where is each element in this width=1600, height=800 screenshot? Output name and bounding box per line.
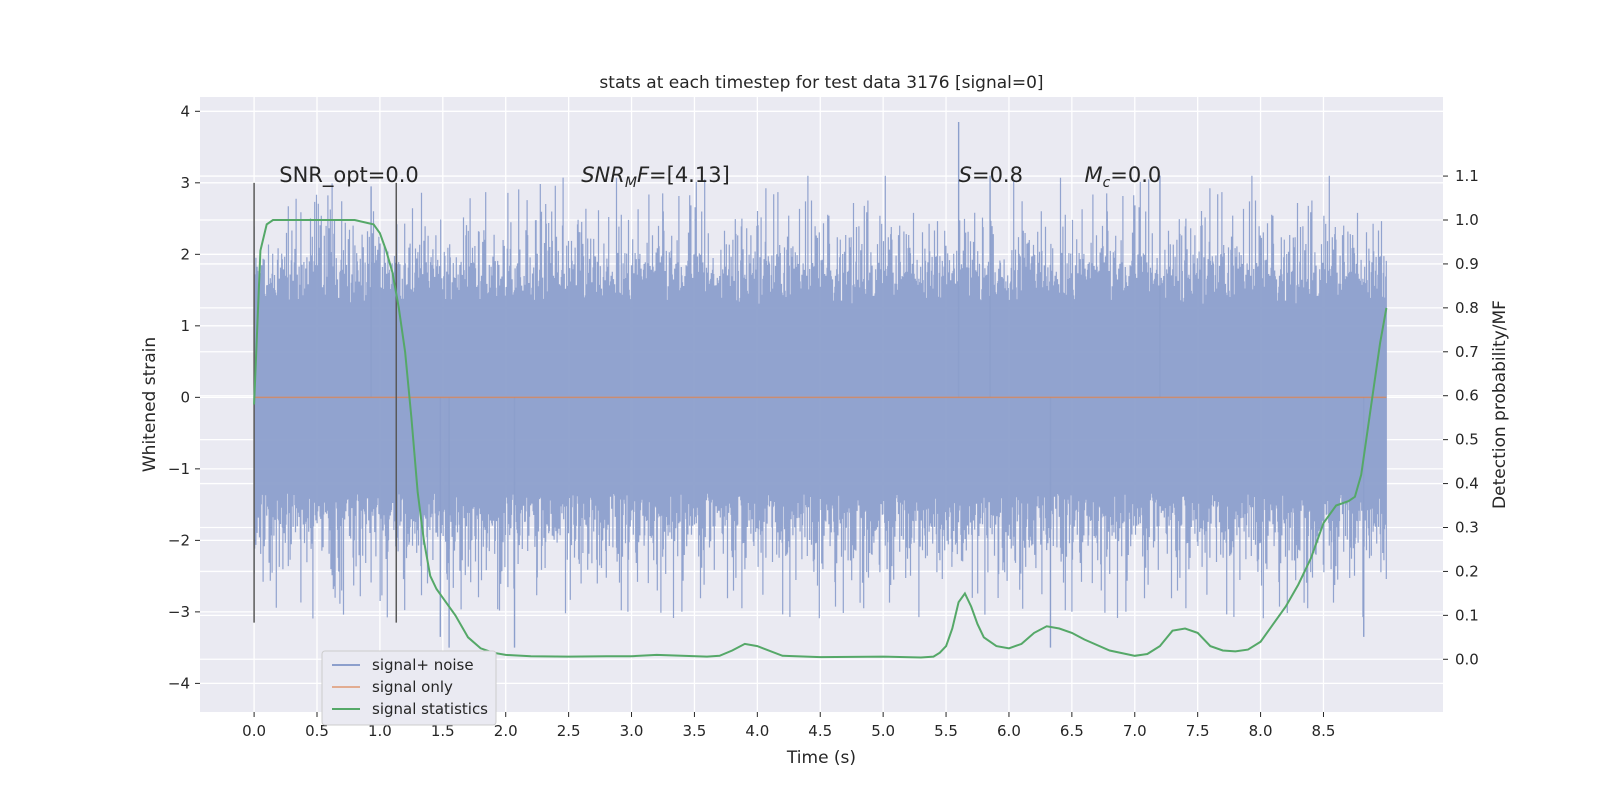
statistics-line — [253, 219, 1388, 659]
x-tick-label: 4.0 — [745, 722, 769, 740]
y2-tick-label: 0.1 — [1455, 606, 1479, 624]
x-tick-label: 5.5 — [934, 722, 958, 740]
y2-axis-ticks: 0.0 0.1 0.2 0.3 0.4 0.5 0.6 0.7 0.8 0.9 1.0 1.1 — [1443, 167, 1479, 668]
y2-tick-label: 0.0 — [1455, 650, 1479, 668]
x-tick-label: 6.0 — [997, 722, 1021, 740]
chart-title: stats at each timestep for test data 317… — [599, 73, 1043, 93]
y-tick-label: 3 — [180, 174, 190, 192]
y2-tick-label: 1.0 — [1455, 211, 1479, 229]
annotation-snr-mf: SNRMF=[4.13] — [581, 163, 730, 191]
statistics-series — [253, 219, 1388, 659]
y-axis-ticks: −4 −3 −2 −1 0 1 2 3 4 — [168, 102, 200, 692]
x-tick-label: 0.5 — [305, 722, 329, 740]
y2-tick-label: 0.7 — [1455, 343, 1479, 361]
y2-tick-label: 0.9 — [1455, 255, 1479, 273]
x-tick-label: 8.0 — [1249, 722, 1273, 740]
y2-tick-label: 0.2 — [1455, 562, 1479, 580]
x-tick-label: 6.5 — [1060, 722, 1084, 740]
x-tick-label: 0.0 — [242, 722, 266, 740]
legend-label-stats: signal statistics — [372, 700, 488, 718]
legend-box — [321, 650, 497, 726]
annotation-s: S=0.8 — [959, 163, 1023, 187]
y-axis-title: Whitened strain — [140, 337, 160, 472]
y-tick-label: −2 — [168, 531, 190, 549]
x-tick-label: 4.5 — [808, 722, 832, 740]
y2-tick-label: 0.6 — [1455, 387, 1479, 405]
y2-tick-label: 0.3 — [1455, 519, 1479, 537]
legend: signal+ noise signal only signal statist… — [321, 650, 497, 726]
y-tick-label: 0 — [180, 388, 190, 406]
x-tick-label: 3.5 — [683, 722, 707, 740]
annotation-mc: Mc=0.0 — [1084, 163, 1161, 191]
y2-axis-title: Detection probability/MF — [1490, 300, 1510, 509]
annotation-snr-opt: SNR_opt=0.0 — [279, 163, 419, 188]
x-tick-label: 2.5 — [557, 722, 581, 740]
y-tick-label: −1 — [168, 460, 190, 478]
x-tick-label: 1.5 — [431, 722, 455, 740]
y-tick-label: 2 — [180, 245, 190, 263]
x-tick-label: 7.5 — [1186, 722, 1210, 740]
y-tick-label: 1 — [180, 317, 190, 335]
legend-label-noise: signal+ noise — [372, 656, 474, 674]
y2-tick-label: 1.1 — [1455, 167, 1479, 185]
y2-tick-label: 0.8 — [1455, 299, 1479, 317]
x-tick-label: 5.0 — [871, 722, 895, 740]
x-tick-label: 3.0 — [620, 722, 644, 740]
y-tick-label: −3 — [168, 603, 190, 621]
x-tick-label: 8.5 — [1312, 722, 1336, 740]
x-tick-label: 2.0 — [494, 722, 518, 740]
x-axis-title: Time (s) — [786, 748, 856, 768]
x-tick-label: 7.0 — [1123, 722, 1147, 740]
legend-label-signal: signal only — [372, 678, 453, 696]
x-axis-ticks: 0.0 0.5 1.0 1.5 2.0 2.5 3.0 3.5 4.0 4.5 5.0 5.5 6.0 6… — [242, 712, 1335, 740]
y-tick-label: 4 — [180, 102, 190, 120]
y-tick-label: −4 — [168, 674, 190, 692]
y2-tick-label: 0.4 — [1455, 475, 1479, 493]
y2-tick-label: 0.5 — [1455, 431, 1479, 449]
annotations: SNR_opt=0.0 SNRMF=[4.13] S=0.8 Mc=0.0 — [279, 163, 1161, 191]
x-tick-label: 1.0 — [368, 722, 392, 740]
